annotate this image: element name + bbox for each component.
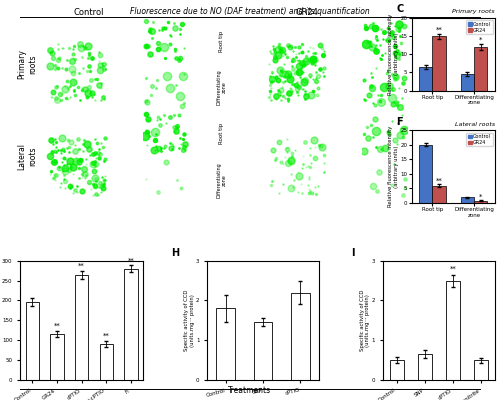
Text: A: A: [40, 21, 46, 30]
Text: Lateral roots: Lateral roots: [455, 122, 495, 127]
Bar: [419, 145, 432, 203]
Text: **: **: [78, 263, 85, 269]
Text: E: E: [258, 115, 264, 124]
Text: **: **: [436, 26, 442, 32]
Text: B: B: [258, 21, 264, 30]
Text: Differentiating
zone: Differentiating zone: [216, 162, 227, 198]
Bar: [474, 47, 488, 90]
Bar: [418, 354, 432, 380]
Y-axis label: Relative fluorescence intensity
(arbitrary units): Relative fluorescence intensity (arbitra…: [388, 14, 399, 95]
Text: **: **: [450, 266, 456, 272]
Bar: [254, 322, 272, 380]
Text: *: *: [479, 37, 482, 43]
Text: Lateral
roots: Lateral roots: [18, 143, 37, 170]
Bar: [100, 344, 113, 380]
Legend: Control, GR24: Control, GR24: [466, 133, 492, 146]
Bar: [291, 292, 310, 380]
Bar: [461, 74, 474, 90]
Bar: [260, 67, 312, 101]
Bar: [124, 269, 138, 380]
Bar: [419, 67, 432, 90]
Text: Treatments: Treatments: [228, 386, 272, 395]
Bar: [26, 302, 39, 380]
Text: Root tip: Root tip: [220, 123, 224, 144]
Text: Primary
roots: Primary roots: [18, 49, 37, 79]
Bar: [42, 67, 94, 101]
Bar: [73, 117, 130, 153]
Text: **: **: [54, 323, 60, 329]
Bar: [474, 200, 488, 203]
Bar: [432, 186, 446, 203]
Text: Fluorescence due to NO (DAF treatment) and its quantification: Fluorescence due to NO (DAF treatment) a…: [130, 7, 370, 16]
Text: **: **: [436, 178, 442, 184]
Text: **: **: [103, 333, 110, 339]
Text: F: F: [396, 116, 403, 126]
Bar: [75, 275, 88, 380]
Y-axis label: Specific activity of CCD
(units.mg⁻¹ protein): Specific activity of CCD (units.mg⁻¹ pro…: [184, 290, 194, 351]
Legend: Control, GR24: Control, GR24: [466, 20, 492, 34]
Bar: [461, 197, 474, 203]
Bar: [73, 22, 130, 59]
Bar: [390, 360, 404, 380]
Text: D: D: [40, 115, 46, 124]
Text: Primary roots: Primary roots: [452, 9, 495, 14]
Bar: [474, 360, 488, 380]
Text: Differentiating
zone: Differentiating zone: [216, 70, 227, 105]
Text: Control: Control: [73, 8, 104, 17]
Text: H: H: [171, 248, 179, 258]
Text: Root tip: Root tip: [220, 30, 224, 52]
Text: C: C: [396, 4, 404, 14]
Text: |←100 μm: |←100 μm: [266, 194, 286, 198]
Text: *: *: [479, 193, 482, 199]
Bar: [432, 36, 446, 90]
Bar: [42, 161, 94, 196]
Bar: [50, 334, 64, 380]
Text: GR24: GR24: [296, 8, 318, 17]
Bar: [292, 22, 348, 59]
Bar: [446, 280, 460, 380]
Text: **: **: [128, 258, 134, 264]
Y-axis label: Specific activity of CCD
(units.mg⁻¹ protein): Specific activity of CCD (units.mg⁻¹ pro…: [360, 290, 370, 351]
Y-axis label: Relative fluorescence intensity
(arbitrary units): Relative fluorescence intensity (arbitra…: [388, 126, 399, 207]
Text: I: I: [352, 248, 355, 258]
Bar: [292, 117, 348, 153]
Bar: [260, 161, 312, 196]
Bar: [216, 308, 235, 380]
